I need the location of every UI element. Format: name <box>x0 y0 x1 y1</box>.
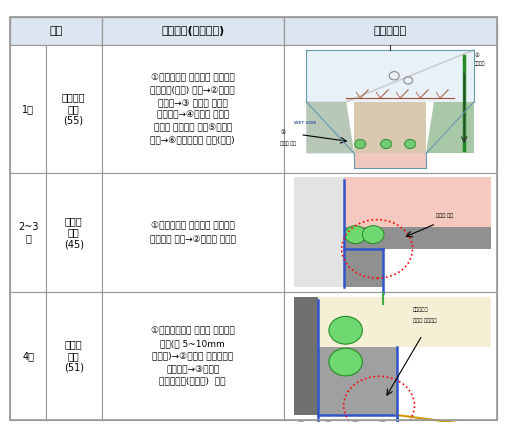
Text: 벨루가
수조
(45): 벨루가 수조 (45) <box>63 216 83 249</box>
Text: ②: ② <box>474 53 479 58</box>
Bar <box>101 173 284 292</box>
Bar <box>46 173 101 292</box>
Bar <box>101 45 284 173</box>
Text: 보수방안(공정순서): 보수방안(공정순서) <box>161 26 224 36</box>
Polygon shape <box>306 102 354 153</box>
Text: 2~3
면: 2~3 면 <box>18 221 38 243</box>
Text: 주입보수: 주입보수 <box>474 62 486 66</box>
Text: ①: ① <box>280 130 285 135</box>
Bar <box>318 347 397 415</box>
Bar <box>284 292 497 420</box>
Bar <box>344 177 491 227</box>
Text: 상어헬곡
수조
(55): 상어헬곡 수조 (55) <box>62 92 86 125</box>
Bar <box>101 292 284 420</box>
Bar <box>294 298 318 415</box>
Bar <box>284 173 497 292</box>
Circle shape <box>329 348 362 376</box>
Bar <box>318 298 491 347</box>
Circle shape <box>380 139 392 149</box>
Text: ①에폭시면과 접해있는 실링재를
일정면적 제거→②실링재 재도포: ①에폭시면과 접해있는 실링재를 일정면적 제거→②실링재 재도포 <box>150 222 236 243</box>
Text: 벨루가
수조
(51): 벨루가 수조 (51) <box>63 340 83 373</box>
Text: 실링재 보수: 실링재 보수 <box>436 213 454 218</box>
Bar <box>10 17 101 45</box>
Polygon shape <box>306 50 474 102</box>
Text: 에폭시 단면복구: 에폭시 단면복구 <box>413 318 436 323</box>
Text: ①에폭시방수층 표면을 일정면적
제거(약 5~10mm
길이냄)→②해수용 에폭시퍼티
단면복구→③해수용
방수페인트(마감재)  도포: ①에폭시방수층 표면을 일정면적 제거(약 5~10mm 길이냄)→②해수용 에… <box>151 327 234 385</box>
Text: 4면: 4면 <box>22 351 34 361</box>
Text: ①에폭시면과 접해있는 실링재를
일정면적(범위) 제거→②실링재
재도포→③ 구조체 균열부
표면정리→④주입용 팩커를
균열부 중심으로 설치⑤보수재
주입: ①에폭시면과 접해있는 실링재를 일정면적(범위) 제거→②실링재 재도포→③ … <box>151 73 235 144</box>
Text: 보수개념도: 보수개념도 <box>374 26 407 36</box>
Circle shape <box>345 226 366 244</box>
Bar <box>46 45 101 173</box>
Polygon shape <box>344 227 491 287</box>
Bar <box>46 292 101 420</box>
Polygon shape <box>354 153 426 167</box>
Bar <box>101 17 284 45</box>
Polygon shape <box>354 102 426 153</box>
Bar <box>10 292 46 420</box>
Circle shape <box>362 226 384 244</box>
Bar <box>10 45 46 173</box>
Bar <box>294 177 344 287</box>
Bar <box>10 173 46 292</box>
Text: 실링재 보수: 실링재 보수 <box>280 142 296 147</box>
Text: 구분: 구분 <box>49 26 62 36</box>
Bar <box>284 17 497 45</box>
Polygon shape <box>426 102 474 153</box>
Text: WET SIDE: WET SIDE <box>294 121 316 125</box>
Text: 방수페인트: 방수페인트 <box>413 306 428 312</box>
Circle shape <box>329 317 362 344</box>
Bar <box>284 45 497 173</box>
Circle shape <box>355 139 366 149</box>
Circle shape <box>404 139 416 149</box>
Text: 1면: 1면 <box>22 104 34 114</box>
